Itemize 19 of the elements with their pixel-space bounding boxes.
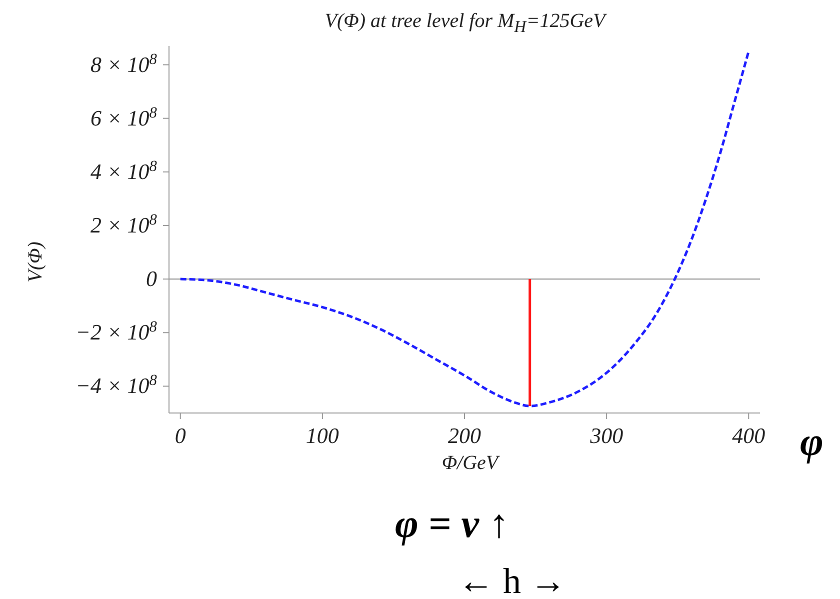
text: ← h → xyxy=(458,560,566,599)
x-tick-label: 300 xyxy=(589,423,624,448)
x-axis-title: Φ/GeV xyxy=(440,452,501,475)
text: φ = v ↑ xyxy=(395,500,509,547)
y-axis-title: V(Φ) xyxy=(24,242,48,282)
y-tick-label: −2 × 10$^{8}$ xyxy=(76,318,158,345)
y-tick-label: 8 × 10$^{8}$ xyxy=(90,50,158,77)
y-tick-label: 6 × 10$^{8}$ xyxy=(90,104,158,130)
x-tick-label: 200 xyxy=(448,423,481,448)
x-tick-label: 100 xyxy=(306,423,339,448)
y-tick-label: 4 × 10$^{8}$ xyxy=(90,157,158,184)
chart-title: V(Φ) at tree level for M$_{H}$=125GeV xyxy=(324,10,608,37)
text: φ xyxy=(800,418,824,465)
x-tick-label: 400 xyxy=(732,423,766,448)
y-tick-label: 0 xyxy=(146,266,157,292)
y-tick-label: 2 × 10$^{8}$ xyxy=(90,210,158,238)
y-tick-label: −4 × 10$^{8}$ xyxy=(76,372,158,398)
x-tick-label: 0 xyxy=(174,423,186,448)
line-series xyxy=(179,50,750,408)
